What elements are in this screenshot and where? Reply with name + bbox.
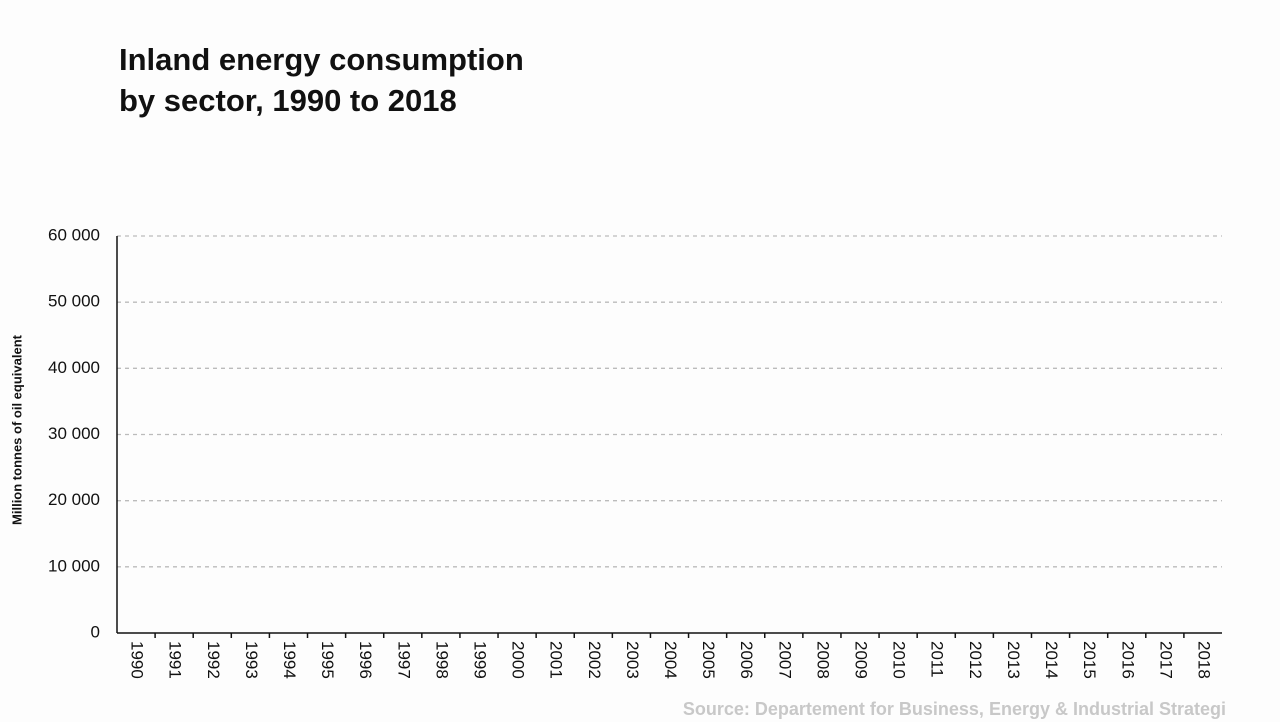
x-tick-label: 1997 bbox=[394, 641, 413, 679]
y-tick-label: 0 bbox=[91, 622, 100, 641]
x-tick-label: 2017 bbox=[1156, 641, 1175, 679]
x-tick-label: 2016 bbox=[1118, 641, 1137, 679]
x-tick-label: 2004 bbox=[661, 641, 680, 679]
x-tick-label: 1994 bbox=[280, 641, 299, 679]
x-tick-label: 2007 bbox=[775, 641, 794, 679]
chart-title: by sector, 1990 to 2018 bbox=[119, 83, 457, 118]
x-tick-label: 2005 bbox=[699, 641, 718, 679]
y-tick-label: 20 000 bbox=[48, 490, 100, 509]
x-tick-label: 2011 bbox=[928, 641, 947, 678]
x-tick-label: 2012 bbox=[966, 641, 985, 679]
x-tick-label: 1999 bbox=[470, 641, 489, 679]
source: Source: Departement for Business, Energy… bbox=[683, 699, 1226, 719]
x-tick-label: 2014 bbox=[1042, 641, 1061, 679]
x-tick-label: 2000 bbox=[509, 641, 528, 679]
x-tick-label: 2018 bbox=[1194, 641, 1213, 679]
x-tick-label: 2001 bbox=[547, 641, 566, 679]
y-tick-label: 30 000 bbox=[48, 424, 100, 443]
x-tick-label: 1993 bbox=[242, 641, 261, 679]
x-tick-label: 2003 bbox=[623, 641, 642, 679]
y-tick-label: 10 000 bbox=[48, 556, 100, 575]
x-tick-label: 1995 bbox=[318, 641, 337, 679]
chart-title: Inland energy consumption bbox=[119, 42, 524, 77]
x-tick-label: 2013 bbox=[1004, 641, 1023, 679]
x-tick-label: 2009 bbox=[852, 641, 871, 679]
x-tick-label: 2008 bbox=[813, 641, 832, 679]
x-tick-label: 1992 bbox=[204, 641, 223, 679]
x-tick-label: 1990 bbox=[128, 641, 147, 679]
x-tick-label: 2015 bbox=[1080, 641, 1099, 679]
y-tick-label: 60 000 bbox=[48, 225, 100, 244]
y-tick-label: 50 000 bbox=[48, 292, 100, 311]
y-tick-label: 40 000 bbox=[48, 358, 100, 377]
x-tick-label: 1991 bbox=[166, 641, 185, 679]
x-tick-label: 2010 bbox=[890, 641, 909, 679]
x-tick-label: 2006 bbox=[737, 641, 756, 679]
y-axis-label: Million tonnes of oil equivalent bbox=[9, 334, 24, 525]
x-tick-label: 1998 bbox=[432, 641, 451, 679]
x-tick-label: 1996 bbox=[356, 641, 375, 679]
x-tick-label: 2002 bbox=[585, 641, 604, 679]
